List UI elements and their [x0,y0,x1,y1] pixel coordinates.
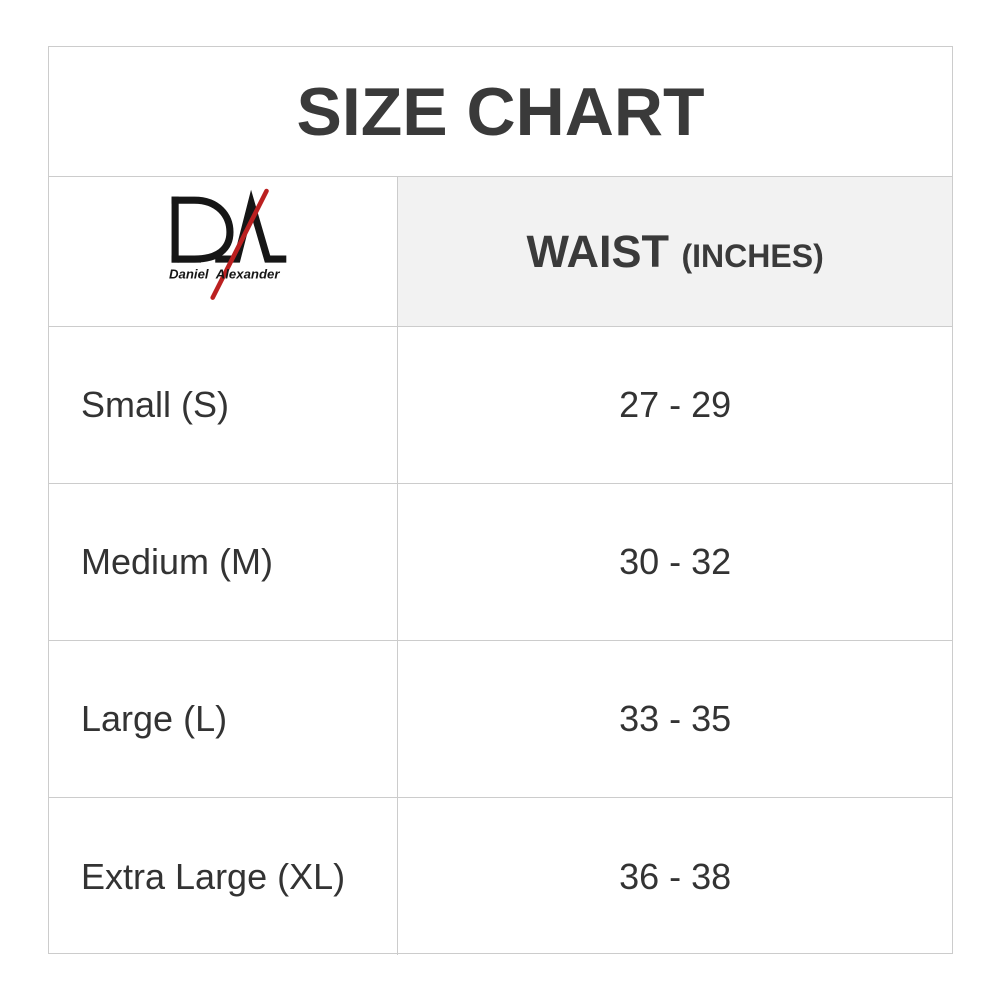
svg-text:Alexander: Alexander [215,266,281,281]
svg-text:Daniel: Daniel [169,266,209,281]
